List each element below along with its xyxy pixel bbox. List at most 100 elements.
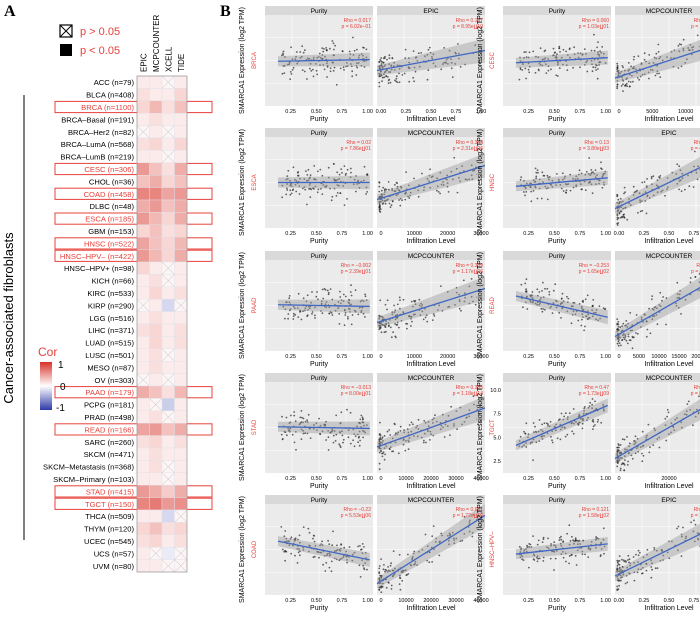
scatter-point — [431, 561, 433, 563]
scatter-point — [379, 299, 382, 302]
scatter-point — [616, 323, 619, 326]
x-tick-label: 1.00 — [600, 598, 611, 604]
scatter-point — [343, 324, 346, 327]
facet-strip-label: Purity — [311, 375, 328, 382]
scatter-point — [321, 57, 324, 60]
scatter-point — [307, 309, 309, 311]
scatter-point — [300, 55, 303, 58]
scatter-point — [383, 564, 385, 566]
heatmap-cell — [136, 236, 150, 250]
scatter-point — [388, 324, 390, 327]
scatter-point — [632, 80, 634, 83]
scatter-point — [593, 49, 596, 52]
scatter-point — [306, 174, 309, 176]
scatter-point — [562, 48, 565, 51]
scatter-point — [631, 75, 633, 77]
scatter-point — [601, 175, 604, 178]
scatter-point — [574, 313, 577, 316]
scatter-point — [286, 187, 288, 190]
scatter-point — [343, 165, 346, 168]
scatter-point — [333, 187, 336, 190]
scatter-point — [423, 189, 425, 192]
scatter-point — [379, 208, 382, 211]
scatter-point — [325, 306, 327, 309]
x-tick-label: 0.25 — [285, 109, 296, 115]
p-value-label: p = 1.17e∐06 — [453, 269, 484, 275]
scatter-point — [598, 305, 601, 308]
scatter-point — [600, 51, 603, 54]
scatter-point — [342, 300, 345, 302]
scatter-point — [539, 298, 542, 301]
p-value-label: p = 1.58e∐02 — [579, 513, 610, 519]
scatter-point — [332, 42, 335, 45]
scatter-point — [360, 548, 363, 551]
scatter-point — [584, 406, 586, 408]
x-axis-title: Purity — [310, 483, 328, 490]
scatter-point — [381, 455, 384, 458]
heatmap-cell — [149, 423, 163, 436]
scatter-point — [378, 74, 381, 76]
scatter-point — [290, 192, 293, 195]
row-highlight-box — [54, 386, 213, 399]
scatter-point — [306, 203, 308, 206]
heatmap-cell — [149, 460, 163, 473]
scatter-point — [383, 76, 386, 79]
scatter-point — [312, 75, 315, 78]
heatmap-cell — [174, 311, 188, 325]
scatter-point — [577, 319, 580, 322]
scatter-point — [689, 44, 692, 46]
scatter-point — [635, 553, 637, 556]
scatter-point — [281, 438, 284, 441]
row-highlight-box — [54, 237, 213, 250]
scatter-point — [521, 558, 523, 561]
facet-strip-label: MCPCOUNTER — [408, 497, 455, 504]
scatter-point — [388, 448, 391, 450]
scatter-point — [532, 422, 535, 424]
scatter-point — [592, 418, 595, 421]
scatter-point — [680, 313, 682, 315]
scatter-point — [552, 302, 555, 304]
facet-strip-label: Purity — [311, 497, 328, 504]
scatter-point — [413, 80, 415, 83]
scatter-point — [635, 314, 638, 316]
facet-strip-label: Purity — [549, 253, 566, 260]
ns-cross-mark — [161, 460, 175, 473]
scatter-point — [632, 185, 635, 188]
scatter-point — [616, 210, 619, 213]
rho-label: Rho = 0.060 — [582, 18, 610, 24]
y-axis-title: SMARCA1 Expression (log2 TPM) — [239, 252, 246, 359]
scatter-point — [531, 294, 533, 297]
scatter-point — [627, 335, 630, 338]
p-value-label: p = 1.73e∐09 — [579, 391, 610, 397]
heatmap-cell — [149, 236, 163, 250]
heatmap-cell — [161, 162, 175, 176]
scatter-point — [346, 168, 349, 171]
scatter-point — [427, 48, 430, 51]
heatmap-row-label: LIHC (n=371) — [88, 326, 134, 335]
cancer-tag: TGCT — [490, 419, 496, 436]
scatter-point — [346, 62, 348, 64]
scatter-point — [429, 186, 432, 189]
scatter-point — [651, 183, 653, 186]
scatter-point — [696, 178, 699, 181]
scatter-point — [300, 438, 303, 441]
scatter-point — [389, 319, 391, 321]
scatter-point — [409, 315, 412, 318]
facet-strip-label: Purity — [549, 130, 566, 137]
heatmap-row-label: ESCA (n=185) — [85, 215, 134, 224]
scatter-point — [547, 58, 550, 60]
scatter-point — [348, 302, 351, 304]
facet-strip-label: Purity — [549, 497, 566, 504]
scatter-point — [431, 319, 434, 321]
scatter-point — [631, 347, 634, 350]
scatter-point — [284, 56, 286, 58]
scatter-point — [624, 207, 626, 209]
scatter-point — [302, 297, 305, 300]
scatter-point — [680, 43, 683, 46]
facet-strip — [503, 6, 611, 15]
scatter-point — [632, 336, 634, 339]
scatter-point — [597, 41, 599, 43]
scatter-point — [532, 535, 534, 537]
scatter-point — [319, 433, 322, 436]
facet-strip-label: EPIC — [661, 130, 676, 137]
